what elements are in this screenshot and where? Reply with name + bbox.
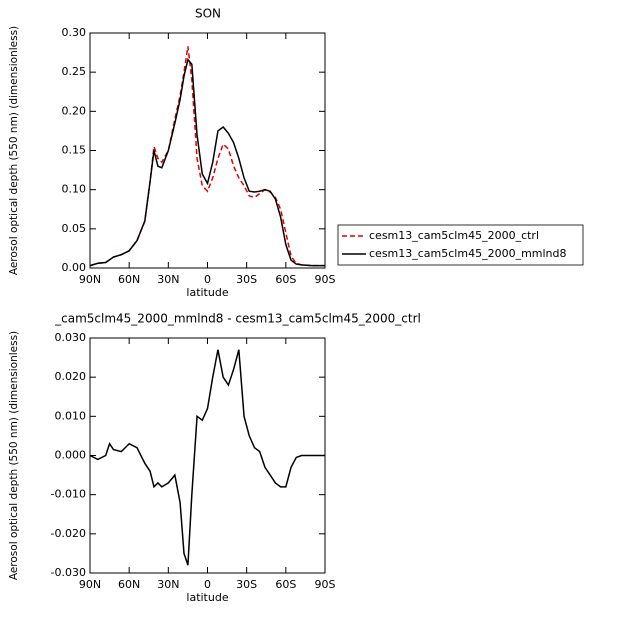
chart-title: _cam5clm45_2000_mmlnd8 - cesm13_cam5clm4…	[54, 312, 421, 326]
chart-title: SON	[195, 7, 221, 21]
y-tick-label: -0.020	[51, 527, 86, 540]
x-tick-label: 90S	[315, 578, 336, 591]
y-tick-label: 0.20	[62, 104, 87, 117]
x-tick-label: 30N	[157, 273, 179, 286]
y-tick-label: 0.010	[55, 409, 87, 422]
y-tick-label: 0.30	[62, 26, 87, 39]
x-tick-label: 60N	[118, 578, 140, 591]
y-tick-label: 0.020	[55, 370, 87, 383]
y-tick-label: 0.05	[62, 222, 87, 235]
x-tick-label: 30S	[236, 273, 257, 286]
y-tick-label: 0.25	[62, 65, 87, 78]
x-tick-label: 0	[204, 273, 211, 286]
plot-frame	[89, 337, 326, 574]
x-tick-label: 60S	[275, 273, 296, 286]
legend-label: cesm13_cam5clm45_2000_mmlnd8	[369, 247, 567, 260]
y-tick-label: -0.010	[51, 488, 86, 501]
x-axis-label: latitude	[186, 591, 228, 604]
plot-frame	[89, 32, 326, 269]
x-tick-label: 60N	[118, 273, 140, 286]
x-tick-label: 0	[204, 578, 211, 591]
x-tick-label: 30S	[236, 578, 257, 591]
legend-label: cesm13_cam5clm45_2000_ctrl	[369, 229, 539, 242]
data-line	[89, 349, 325, 566]
y-tick-label: 0.030	[55, 331, 87, 344]
data-line	[89, 58, 325, 267]
y-axis-label: Aerosol optical depth (550 nm) (dimensio…	[8, 26, 20, 275]
y-tick-label: 0.10	[62, 183, 87, 196]
y-tick-label: 0.15	[62, 144, 87, 157]
x-tick-label: 30N	[157, 578, 179, 591]
x-axis-label: latitude	[186, 286, 228, 299]
y-tick-label: 0.000	[55, 449, 87, 462]
x-tick-label: 90N	[79, 578, 101, 591]
x-tick-label: 90S	[315, 273, 336, 286]
y-axis-label: Aerosol optical depth (550 nm) (dimensio…	[8, 331, 20, 580]
x-tick-label: 90N	[79, 273, 101, 286]
data-line	[89, 46, 325, 267]
x-tick-label: 60S	[275, 578, 296, 591]
y-tick-label: -0.030	[51, 566, 86, 579]
y-tick-label: 0.00	[62, 261, 87, 274]
legend-box	[337, 224, 584, 266]
